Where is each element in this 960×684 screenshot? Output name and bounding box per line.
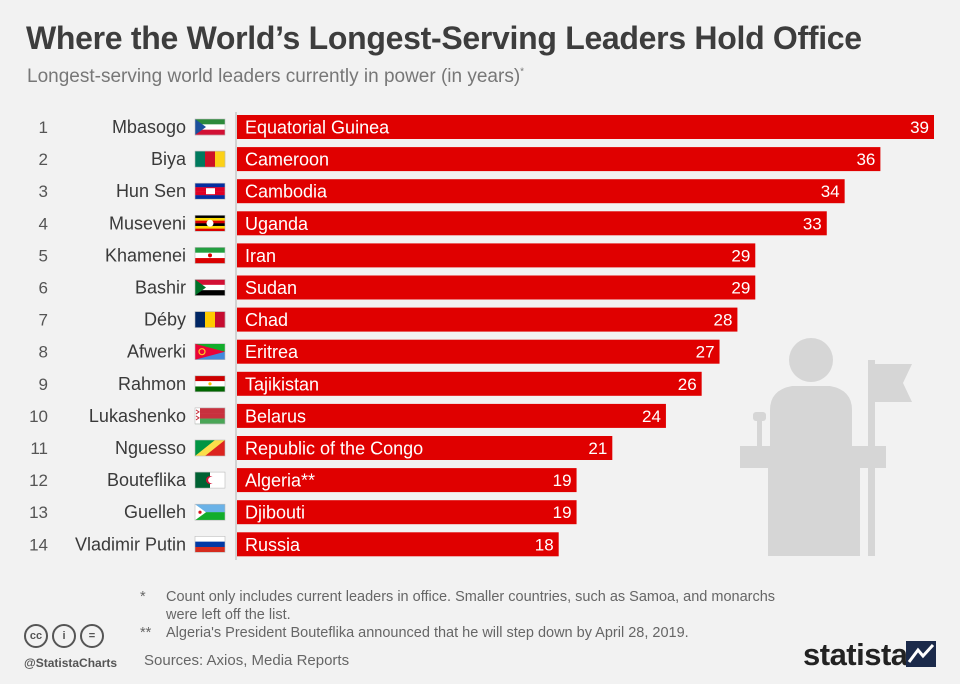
bar — [237, 371, 702, 396]
bar — [237, 532, 559, 557]
value-label: 29 — [731, 279, 750, 298]
country-label: Chad — [245, 310, 288, 330]
value-label: 19 — [553, 471, 572, 490]
flag-algeria-icon — [194, 471, 226, 489]
brand-logo[interactable]: statista — [803, 637, 908, 672]
value-label: 21 — [588, 439, 607, 458]
flag-djibouti-icon — [194, 503, 226, 521]
value-label: 36 — [856, 150, 875, 169]
country-label: Tajikistan — [245, 374, 319, 394]
rank-label: 9 — [39, 375, 48, 394]
country-label: Republic of the Congo — [245, 439, 423, 459]
bar-chart: 1 Mbasogo Equatorial Guinea 392 Biya Cameroon… — [29, 112, 934, 560]
by-icon[interactable]: i — [52, 624, 76, 648]
sources: Sources: Axios, Media Reports — [144, 652, 350, 669]
country-label: Cambodia — [245, 182, 328, 202]
country-label: Djibouti — [245, 503, 305, 523]
value-label: 24 — [642, 407, 661, 426]
leader-label: Afwerki — [127, 342, 186, 362]
flag-sudan-icon — [194, 279, 226, 296]
bar — [237, 468, 577, 493]
leader-label: Nguesso — [115, 438, 186, 458]
footnote-2: ** Algeria's President Bouteflika announ… — [140, 625, 689, 641]
rank-label: 5 — [39, 246, 48, 265]
bar — [237, 307, 738, 332]
statista-logo-icon — [906, 641, 936, 667]
country-label: Eritrea — [245, 342, 299, 362]
flag-eritrea-icon — [194, 343, 226, 361]
nd-icon[interactable]: = — [80, 624, 104, 648]
footnotes: * Count only includes current leaders in… — [140, 588, 786, 642]
bar — [237, 403, 666, 428]
bar — [237, 339, 720, 364]
rank-label: 13 — [29, 503, 48, 522]
leader-label: Bashir — [135, 278, 186, 298]
leader-label: Vladimir Putin — [75, 534, 186, 554]
bar — [237, 147, 881, 172]
leader-label: Bouteflika — [107, 470, 187, 490]
value-label: 27 — [696, 343, 715, 362]
flag-russia-icon — [194, 535, 226, 553]
flag-congo-icon — [194, 439, 226, 457]
flag-cambodia-icon — [194, 182, 226, 200]
leader-label: Lukashenko — [89, 406, 186, 426]
podium-speaker-icon — [740, 338, 912, 556]
country-label: Russia — [245, 535, 301, 555]
bar — [237, 243, 756, 268]
chart-title: Where the World’s Longest-Serving Leader… — [26, 20, 862, 56]
rank-label: 6 — [39, 279, 48, 298]
value-label: 29 — [731, 246, 750, 265]
value-label: 18 — [535, 535, 554, 554]
value-label: 28 — [713, 311, 732, 330]
flag-equatorial-guinea-icon — [194, 118, 226, 136]
cc-icon[interactable]: cc — [24, 624, 48, 648]
country-label: Belarus — [245, 406, 306, 426]
rank-label: 11 — [30, 439, 48, 458]
rank-label: 4 — [39, 214, 48, 233]
footnote-1: * Count only includes current leaders in… — [140, 589, 776, 623]
leader-label: Déby — [144, 310, 186, 330]
flag-iran-icon — [194, 247, 226, 264]
rank-label: 7 — [39, 311, 48, 330]
country-label: Cameroon — [245, 150, 329, 170]
bar — [237, 275, 756, 300]
chart-subtitle: Longest-serving world leaders currently … — [27, 66, 525, 87]
license-icons: cc i = — [24, 624, 104, 648]
bar — [237, 436, 613, 460]
rank-label: 10 — [29, 407, 48, 426]
flag-cameroon-icon — [194, 150, 226, 168]
leader-label: Hun Sen — [116, 181, 186, 201]
value-label: 34 — [821, 182, 840, 201]
social-handle[interactable]: @StatistaCharts — [24, 656, 118, 670]
value-label: 26 — [678, 375, 697, 394]
value-label: 33 — [803, 214, 822, 233]
leader-label: Mbasogo — [112, 117, 186, 137]
flag-belarus-icon — [194, 407, 226, 425]
value-label: 39 — [910, 118, 929, 137]
leader-label: Museveni — [109, 213, 186, 233]
flag-uganda-icon — [194, 215, 226, 232]
leader-label: Guelleh — [124, 502, 186, 522]
bar — [237, 211, 827, 236]
country-label: Uganda — [245, 214, 309, 234]
rank-label: 3 — [39, 182, 48, 201]
country-label: Equatorial Guinea — [245, 118, 390, 138]
rank-label: 14 — [29, 535, 48, 554]
value-label: 19 — [553, 503, 572, 522]
flag-chad-icon — [194, 311, 226, 328]
leader-label: Khamenei — [105, 245, 186, 265]
rank-label: 1 — [39, 118, 48, 137]
bar — [237, 500, 577, 525]
rank-label: 8 — [39, 343, 48, 362]
country-label: Iran — [245, 246, 276, 266]
flag-tajikistan-icon — [194, 375, 226, 393]
rank-label: 12 — [29, 471, 48, 490]
leader-label: Rahmon — [118, 374, 186, 394]
country-label: Algeria** — [245, 471, 315, 491]
bar — [237, 179, 845, 204]
country-label: Sudan — [245, 278, 297, 298]
leader-label: Biya — [151, 149, 187, 169]
bar — [237, 115, 934, 139]
rank-label: 2 — [39, 150, 48, 169]
